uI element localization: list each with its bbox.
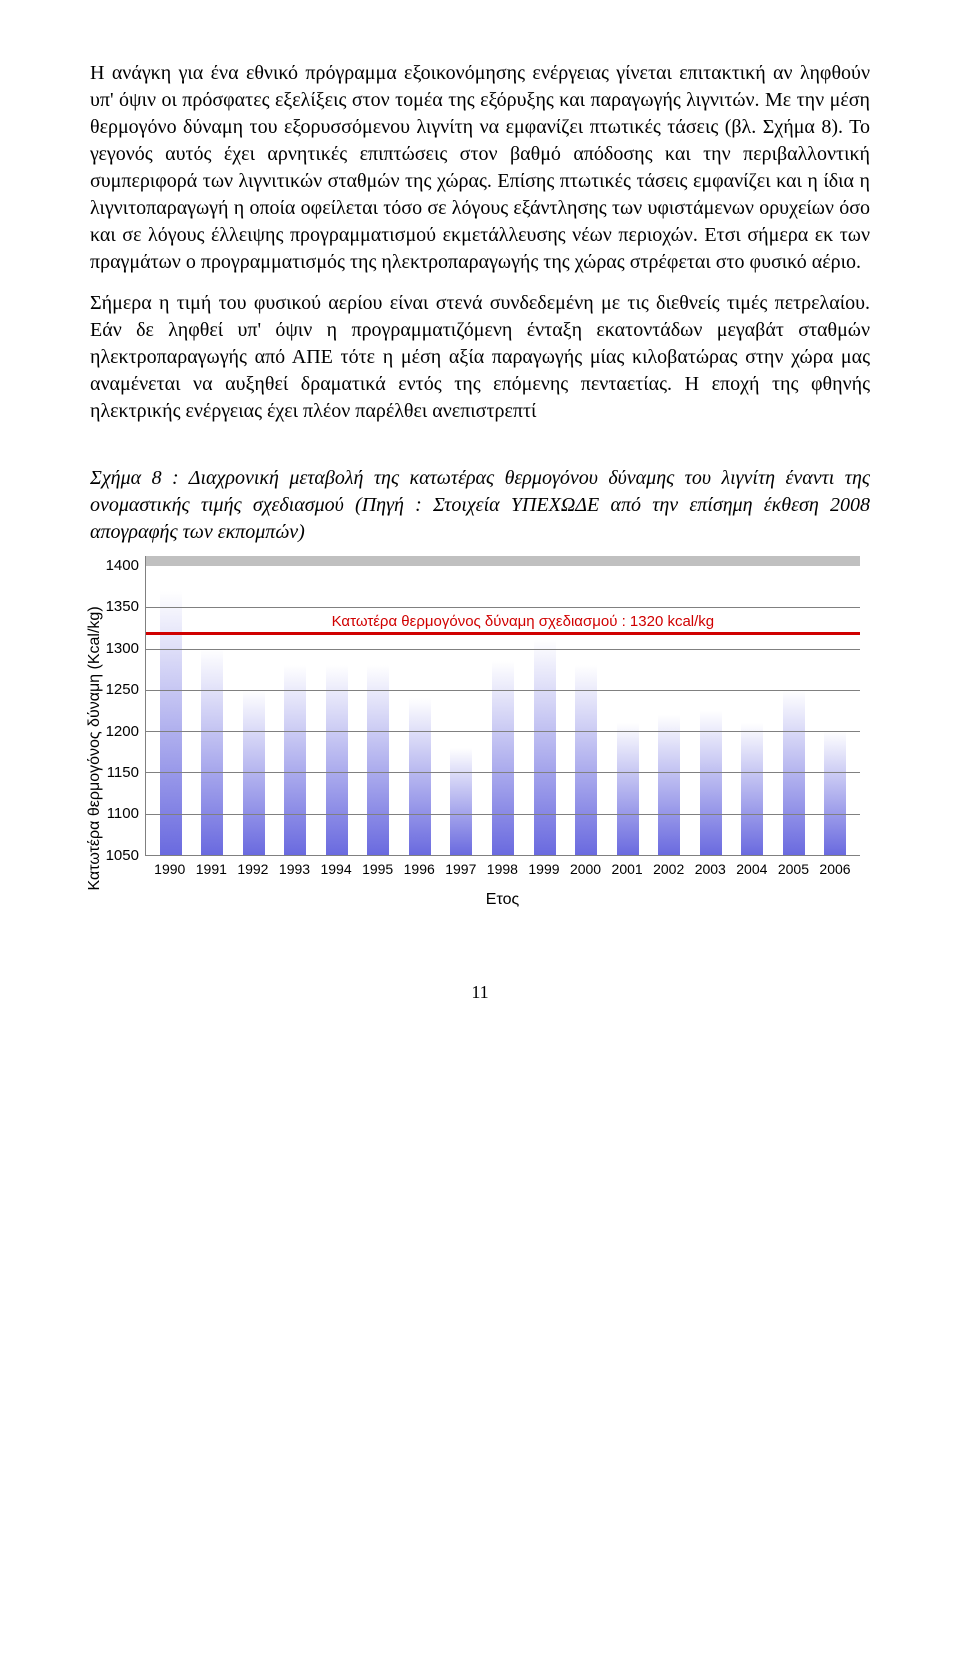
x-tick: 1991 xyxy=(196,860,227,879)
gridline xyxy=(146,649,860,650)
x-tick: 1996 xyxy=(404,860,435,879)
y-axis-label: Κατωτέρα θερμογόνος δύναμη (Kcal/kg) xyxy=(80,556,106,910)
x-axis-ticks: 1990 1991 1992 1993 1994 1995 1996 1997 1998 1999… xyxy=(145,856,860,879)
y-tick: 1050 xyxy=(106,846,139,866)
figure-caption: Σχήμα 8 : Διαχρονική μεταβολή της κατωτέ… xyxy=(90,465,870,546)
bar xyxy=(160,591,182,855)
gridline xyxy=(146,772,860,773)
y-tick: 1400 xyxy=(106,556,139,576)
bar xyxy=(575,665,597,855)
y-tick: 1150 xyxy=(106,763,139,783)
bar xyxy=(201,649,223,855)
bar xyxy=(326,665,348,855)
x-tick: 2005 xyxy=(778,860,809,879)
chart-container: Κατωτέρα θερμογόνος δύναμη (Kcal/kg) 140… xyxy=(80,556,860,910)
gridline xyxy=(146,731,860,732)
x-tick: 1990 xyxy=(154,860,185,879)
y-axis-ticks: 1400 1350 1300 1250 1200 1150 1100 1050 xyxy=(106,556,145,866)
x-tick: 2006 xyxy=(819,860,850,879)
y-tick: 1300 xyxy=(106,639,139,659)
bar xyxy=(450,748,472,855)
gridline xyxy=(146,690,860,691)
bar xyxy=(824,731,846,855)
bar xyxy=(741,723,763,855)
reference-line xyxy=(146,632,860,635)
x-axis-label: Ετος xyxy=(145,889,860,911)
x-tick: 1998 xyxy=(487,860,518,879)
reference-label: Κατωτέρα θερμογόνος δύναμη σχεδιασμού : … xyxy=(332,612,715,632)
x-tick: 1995 xyxy=(362,860,393,879)
plot-area: Κατωτέρα θερμογόνος δύναμη σχεδιασμού : … xyxy=(145,556,860,856)
page-number: 11 xyxy=(90,980,870,1004)
gridline xyxy=(146,814,860,815)
x-tick: 2003 xyxy=(695,860,726,879)
x-tick: 2004 xyxy=(736,860,767,879)
x-tick: 2000 xyxy=(570,860,601,879)
y-tick: 1200 xyxy=(106,722,139,742)
body-paragraph-2: Σήμερα η τιμή του φυσικού αερίου είναι σ… xyxy=(90,290,870,425)
y-tick: 1100 xyxy=(106,804,139,824)
gridline xyxy=(146,607,860,608)
x-tick: 1992 xyxy=(237,860,268,879)
x-tick: 1997 xyxy=(445,860,476,879)
body-paragraph-1: Η ανάγκη για ένα εθνικό πρόγραμμα εξοικο… xyxy=(90,60,870,276)
bar xyxy=(700,711,722,856)
bar xyxy=(658,715,680,855)
bar xyxy=(367,665,389,855)
bar xyxy=(284,665,306,855)
bar-group xyxy=(146,566,860,855)
x-tick: 2001 xyxy=(612,860,643,879)
y-tick: 1350 xyxy=(106,597,139,617)
bar xyxy=(409,698,431,855)
x-tick: 2002 xyxy=(653,860,684,879)
y-tick: 1250 xyxy=(106,680,139,700)
x-tick: 1994 xyxy=(320,860,351,879)
x-tick: 1999 xyxy=(528,860,559,879)
bar xyxy=(534,640,556,855)
bar xyxy=(617,723,639,855)
x-tick: 1993 xyxy=(279,860,310,879)
